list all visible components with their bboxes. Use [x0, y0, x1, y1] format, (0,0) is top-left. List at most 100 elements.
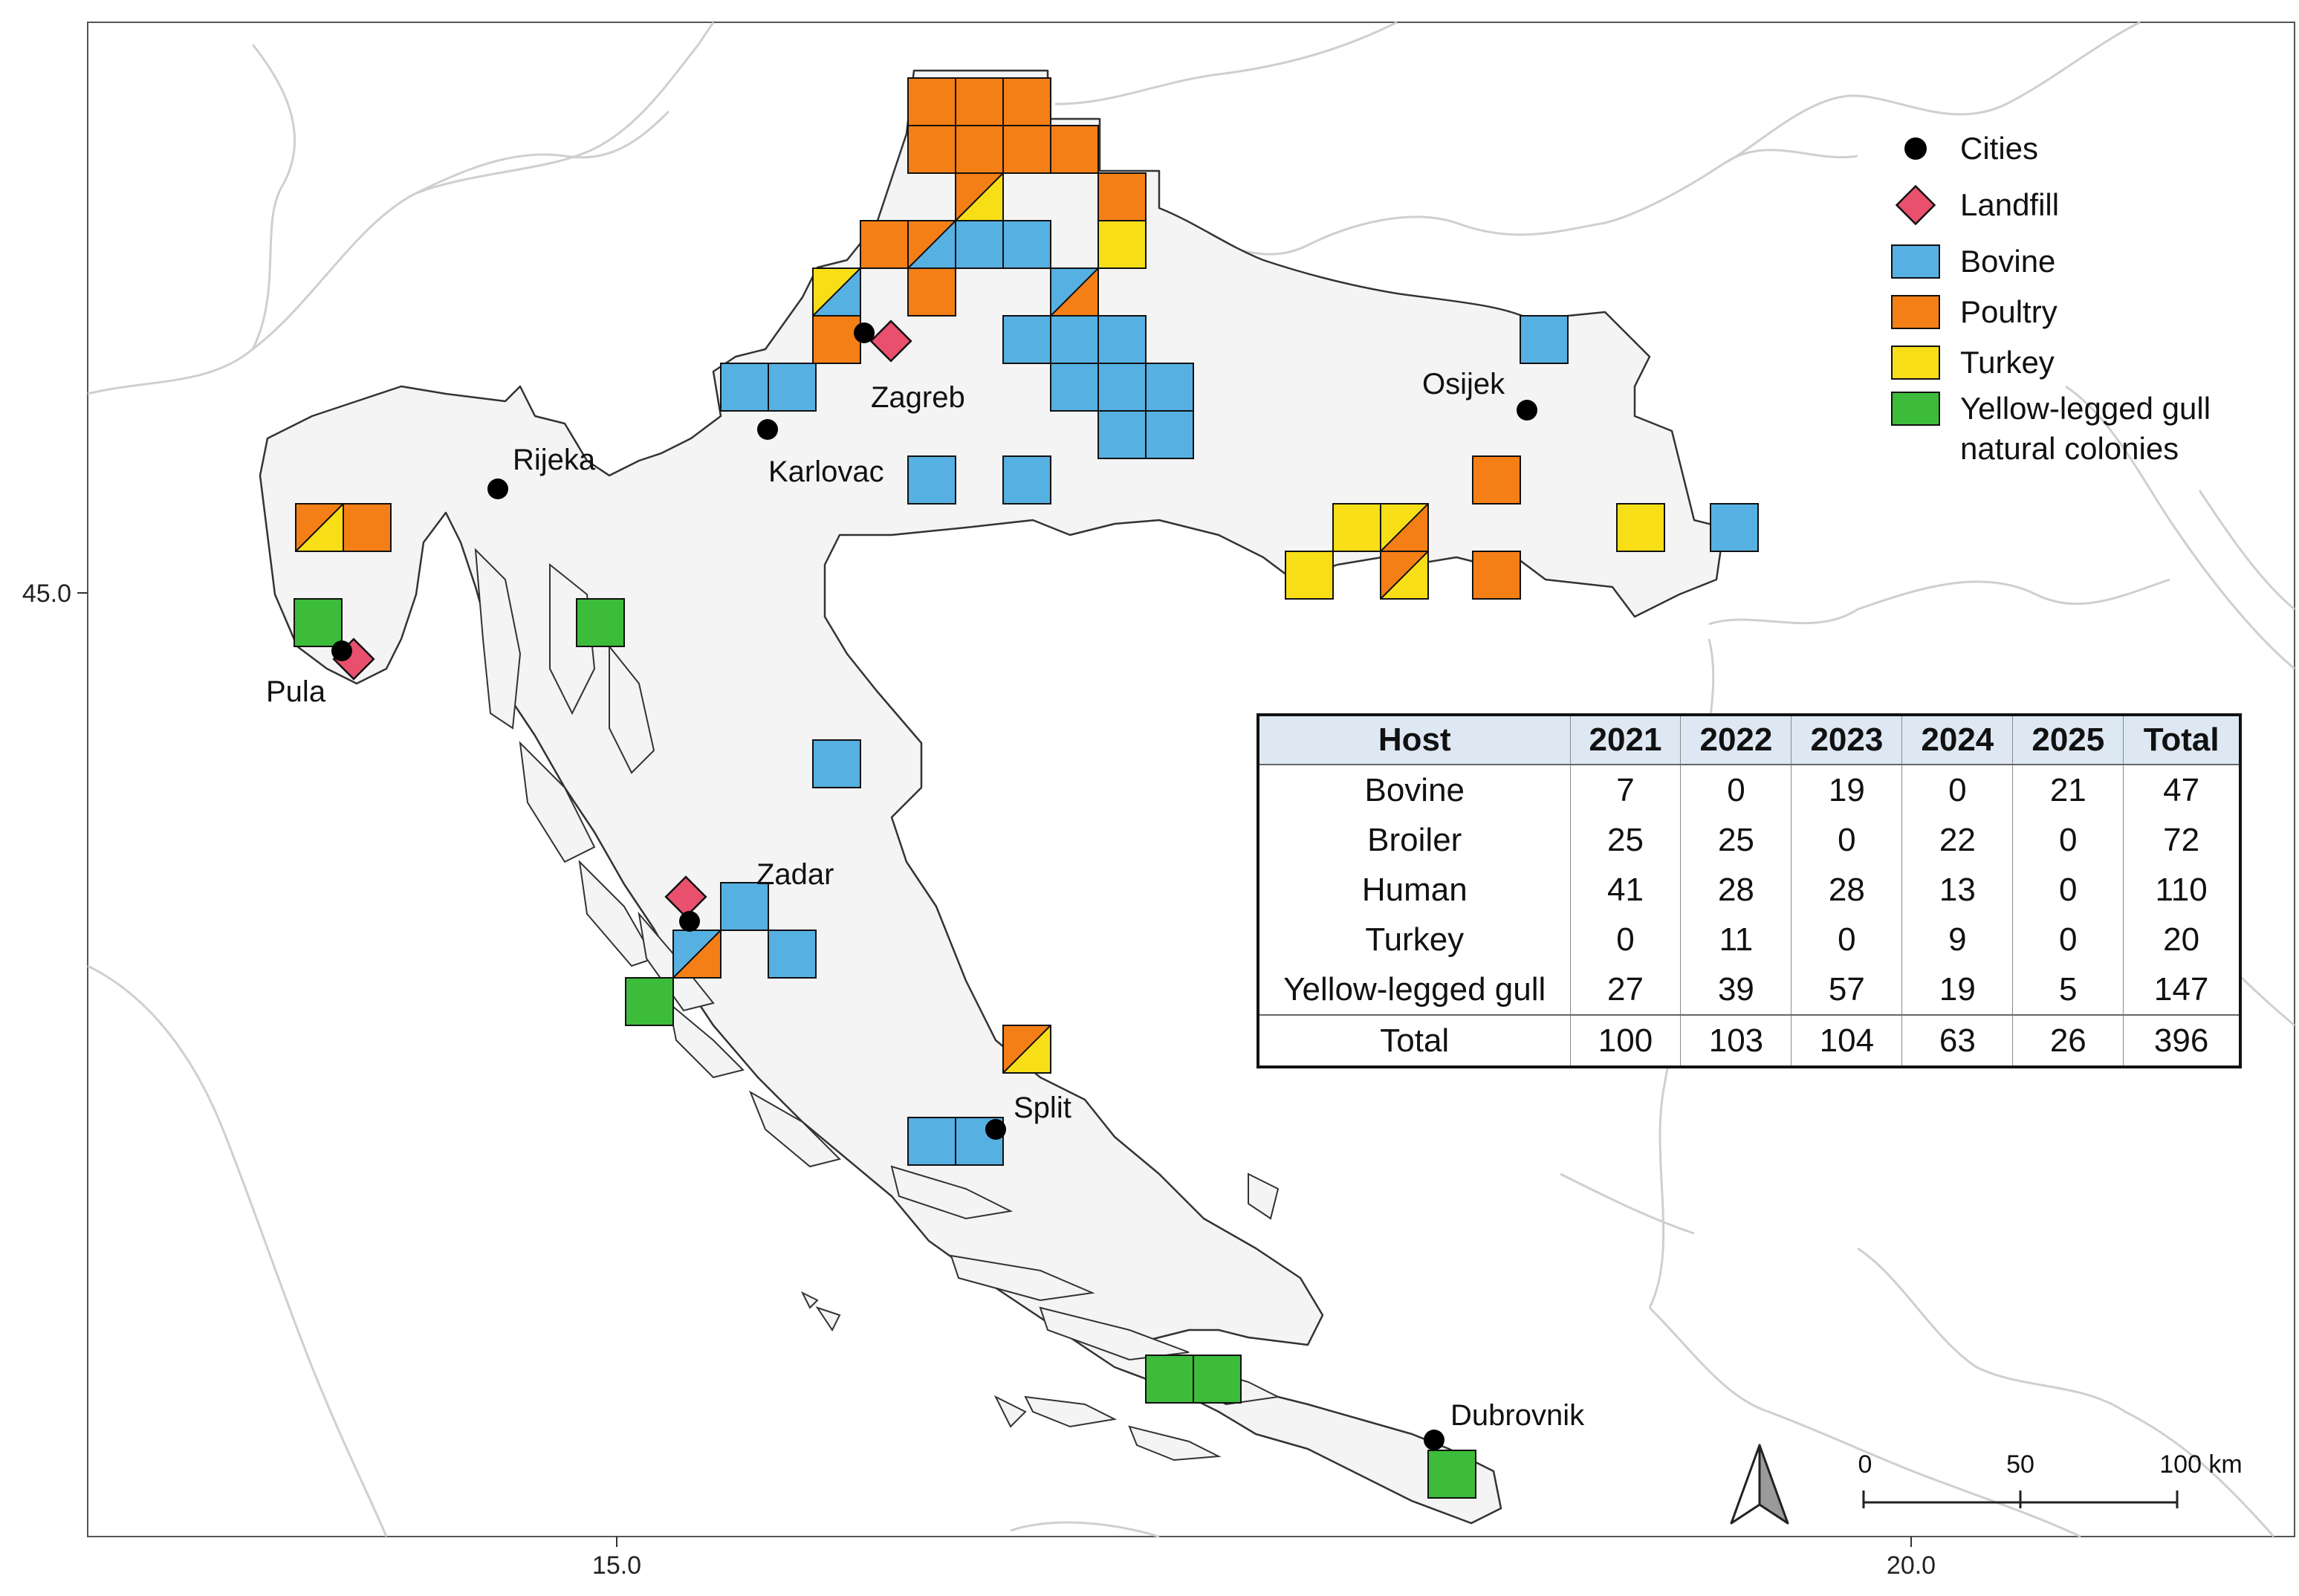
gull-cell: [294, 598, 343, 647]
value-cell: 11: [1680, 915, 1791, 964]
scale-label-50: 50: [2006, 1450, 2034, 1479]
poultry-cell: [1097, 172, 1147, 221]
bovine-poultry-cell: [672, 930, 722, 979]
poultry-turkey-cell: [1380, 551, 1429, 600]
table-row: Yellow-legged gull 27 39 57 19 5 147: [1258, 964, 2240, 1015]
value-cell: 0: [2012, 865, 2124, 915]
host-cell: Turkey: [1365, 921, 1465, 958]
value-cell: 110: [2123, 865, 2240, 915]
value-cell: 19: [1901, 964, 2013, 1015]
city-point: [854, 322, 875, 343]
value-cell: 57: [1791, 964, 1902, 1015]
scale-bar: [1862, 1490, 2179, 1508]
value-cell: 0: [1901, 765, 2013, 815]
turkey-cell: [1332, 503, 1381, 552]
bovine-cell: [1520, 315, 1569, 364]
bovine-cell: [955, 1117, 1004, 1166]
croatia-mainland: [259, 69, 1725, 1525]
bovine-cell: [1002, 455, 1051, 505]
value-cell: 147: [2123, 964, 2240, 1015]
scale-label-100: 100 km: [2159, 1450, 2243, 1479]
host-cell: Total: [1258, 1014, 1570, 1067]
city-label-dubrovnik: Dubrovnik: [1450, 1399, 1585, 1432]
value-cell: 0: [2012, 815, 2124, 865]
poultry-turkey-cell: [295, 503, 344, 552]
city-point: [1517, 400, 1537, 421]
value-cell: 20: [2123, 915, 2240, 964]
poultry-cell: [1002, 77, 1051, 126]
legend-turkey-label: Turkey: [1960, 345, 2055, 380]
city-label-zagreb: Zagreb: [871, 381, 965, 414]
col-header: 2022: [1680, 715, 1791, 765]
city-label-zadar: Zadar: [756, 858, 834, 891]
legend-gull-swatch: [1891, 392, 1940, 426]
legend-city-icon: [1904, 137, 1927, 160]
city-label-pula: Pula: [266, 675, 326, 708]
bovine-cell: [720, 363, 769, 412]
bovine-cell: [1002, 220, 1051, 269]
bovine-cell: [1050, 363, 1099, 412]
city-point: [679, 911, 700, 932]
table-row: Human 41 28 28 13 0 110: [1258, 865, 2240, 915]
legend-landfill-label: Landfill: [1960, 187, 2059, 222]
col-header: Total: [2123, 715, 2240, 765]
bovine-poultry-cell: [1050, 267, 1099, 317]
value-cell: 72: [2123, 815, 2240, 865]
sampling-cells: [294, 77, 1759, 1499]
poultry-cell: [812, 315, 861, 364]
value-cell: 19: [1791, 765, 1902, 815]
value-cell: 41: [1569, 865, 1681, 915]
poultry-turkey-cell: [955, 172, 1004, 221]
value-cell: 27: [1569, 964, 1681, 1015]
value-cell: 100: [1569, 1014, 1681, 1067]
landfill-marker: [664, 875, 707, 918]
legend-cities-label: Cities: [1960, 131, 2038, 166]
host-cell: Broiler: [1367, 821, 1462, 858]
turkey-cell: [1616, 503, 1665, 552]
value-cell: 0: [1791, 915, 1902, 964]
col-header: 2023: [1791, 715, 1902, 765]
legend-gull-label-2: natural colonies: [1960, 431, 2179, 466]
poultry-cell: [1002, 125, 1051, 174]
bovine-cell: [768, 930, 817, 979]
bovine-cell: [812, 739, 861, 788]
bovine-cell: [1710, 503, 1759, 552]
value-cell: 0: [2012, 915, 2124, 964]
poultry-cell: [1050, 125, 1099, 174]
poultry-turkey-cell: [1002, 1025, 1051, 1074]
value-cell: 39: [1680, 964, 1791, 1015]
col-header: Host: [1258, 715, 1570, 765]
legend-bovine-swatch: [1891, 244, 1940, 279]
legend-bovine-label: Bovine: [1960, 244, 2055, 279]
value-cell: 25: [1680, 815, 1791, 865]
city-point: [331, 640, 352, 661]
gull-cell: [1427, 1450, 1476, 1499]
col-header: 2025: [2012, 715, 2124, 765]
poultry-cell: [955, 77, 1004, 126]
gull-cell: [1193, 1355, 1242, 1404]
value-cell: 47: [2123, 765, 2240, 815]
table-header-row: Host 2021 2022 2023 2024 2025 Total: [1258, 715, 2240, 765]
poultry-cell: [907, 125, 956, 174]
city-label-rijeka: Rijeka: [513, 444, 596, 476]
value-cell: 25: [1569, 815, 1681, 865]
table-row: Broiler 25 25 0 22 0 72: [1258, 815, 2240, 865]
table-row: Turkey 0 11 0 9 0 20: [1258, 915, 2240, 964]
gull-cell: [576, 598, 625, 647]
bovine-cell: [907, 455, 956, 505]
north-arrow-icon: [1730, 1444, 1789, 1525]
value-cell: 396: [2123, 1014, 2240, 1067]
bovine-cell: [907, 1117, 956, 1166]
city-points: [331, 322, 1537, 1450]
city-point: [757, 419, 778, 440]
col-header: 2021: [1569, 715, 1681, 765]
poultry-cell: [1472, 455, 1521, 505]
lat-tick-label: 45.0: [22, 580, 71, 608]
host-cell: Yellow-legged gull: [1283, 970, 1546, 1008]
poultry-cell: [955, 125, 1004, 174]
value-cell: 0: [1569, 915, 1681, 964]
value-cell: 0: [1680, 765, 1791, 815]
poultry-cell: [907, 77, 956, 126]
value-cell: 28: [1791, 865, 1902, 915]
bovine-cell: [1097, 363, 1147, 412]
